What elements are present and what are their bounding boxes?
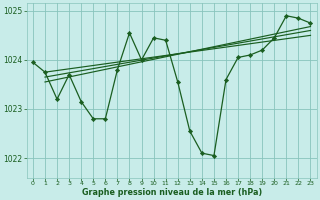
X-axis label: Graphe pression niveau de la mer (hPa): Graphe pression niveau de la mer (hPa) bbox=[82, 188, 262, 197]
